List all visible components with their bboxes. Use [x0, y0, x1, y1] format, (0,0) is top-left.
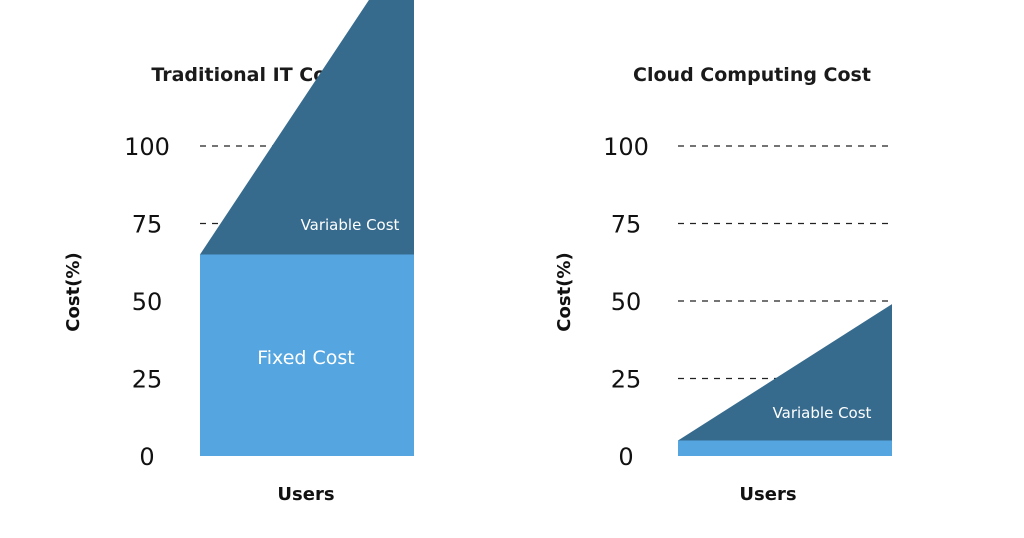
cloud-computing-cost-chart: Cloud Computing Cost 0 25 50 75 100 Variable…: [554, 64, 894, 505]
y-tick-labels: 0 25 50 75 100: [124, 133, 170, 471]
chart-title: Cloud Computing Cost: [633, 64, 871, 86]
y-tick-label: 50: [611, 288, 642, 316]
x-axis-label: Users: [739, 484, 796, 505]
fixed-cost-area: [678, 440, 892, 456]
variable-cost-label: Variable Cost: [773, 404, 872, 422]
variable-cost-area: [200, 0, 414, 255]
fixed-cost-area: [200, 254, 414, 456]
area-layer: [678, 304, 892, 456]
variable-cost-label: Variable Cost: [301, 216, 400, 234]
fixed-cost-label: Fixed Cost: [257, 347, 355, 369]
y-tick-label: 25: [132, 366, 163, 394]
y-axis-label: Cost(%): [554, 252, 575, 331]
y-tick-label: 50: [132, 288, 163, 316]
y-tick-label: 100: [603, 133, 649, 161]
area-layer: [200, 0, 414, 456]
traditional-it-cost-chart: Traditional IT Cost 0 25 50 75 100 Fixed Cos…: [63, 0, 416, 505]
y-tick-label: 100: [124, 133, 170, 161]
y-tick-label: 0: [139, 443, 154, 471]
y-tick-label: 75: [611, 211, 642, 239]
y-tick-label: 25: [611, 366, 642, 394]
y-tick-label: 75: [132, 211, 163, 239]
chart-title: Traditional IT Cost: [151, 64, 346, 86]
y-tick-labels: 0 25 50 75 100: [603, 133, 649, 471]
x-axis-label: Users: [277, 484, 334, 505]
y-axis-label: Cost(%): [63, 252, 84, 331]
y-tick-label: 0: [618, 443, 633, 471]
variable-cost-area: [678, 304, 892, 441]
